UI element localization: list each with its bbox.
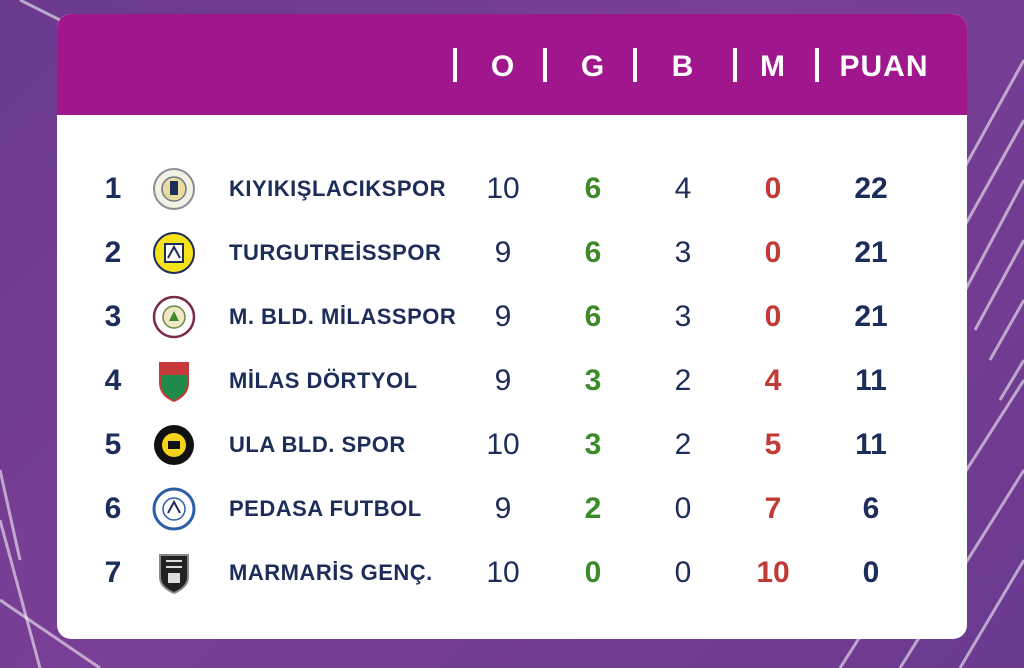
header-col-m: M — [760, 50, 786, 83]
standings-card: O G B M PUAN 1 KIYIKIŞLACIKSPOR 10 6 4 0… — [57, 14, 967, 639]
losses-value: 4 — [764, 364, 782, 397]
draws-value: 4 — [674, 172, 692, 205]
draws-value: 0 — [674, 556, 692, 589]
rank: 2 — [104, 236, 122, 269]
points-value: 6 — [862, 492, 880, 525]
header-separator — [633, 48, 637, 82]
header-col-b: B — [671, 50, 695, 83]
rank: 1 — [104, 172, 122, 205]
points-value: 21 — [854, 300, 888, 333]
losses-value: 7 — [764, 492, 782, 525]
played-value: 10 — [486, 556, 520, 589]
losses-value: 5 — [764, 428, 782, 461]
standings-row: 1 KIYIKIŞLACIKSPOR 10 6 4 0 22 — [57, 161, 967, 217]
header-col-o: O — [490, 50, 516, 83]
team-name: TURGUTREİSSPOR — [229, 240, 442, 265]
draws-value: 3 — [674, 236, 692, 269]
played-value: 10 — [486, 172, 520, 205]
standings-row: 5 ULA BLD. SPOR 10 3 2 5 11 — [57, 417, 967, 473]
points-value: 11 — [855, 364, 887, 397]
team-name: MİLAS DÖRTYOL — [229, 368, 418, 393]
milasspor-crest-icon — [152, 295, 196, 339]
rank: 7 — [104, 556, 122, 589]
played-value: 9 — [494, 492, 512, 525]
wins-value: 6 — [584, 236, 602, 269]
team-name: MARMARİS GENÇ. — [229, 560, 433, 585]
standings-row: 2 TURGUTREİSSPOR 9 6 3 0 21 — [57, 225, 967, 281]
wins-value: 3 — [584, 428, 602, 461]
team-name: ULA BLD. SPOR — [229, 432, 406, 457]
standings-row: 7 MARMARİS GENÇ. 10 0 0 10 0 — [57, 545, 967, 601]
header-separator — [543, 48, 547, 82]
team-name: M. BLD. MİLASSPOR — [229, 304, 457, 329]
header-col-g: G — [580, 50, 606, 83]
points-value: 0 — [862, 556, 880, 589]
header-separator — [453, 48, 457, 82]
marmaris-genc-shield-icon — [152, 551, 196, 595]
points-value: 21 — [854, 236, 888, 269]
standings-row: 3 M. BLD. MİLASSPOR 9 6 3 0 21 — [57, 289, 967, 345]
pedasa-spor-crest-icon — [152, 487, 196, 531]
milas-dortyol-shield-icon — [152, 359, 196, 403]
played-value: 10 — [486, 428, 520, 461]
points-value: 22 — [854, 172, 888, 205]
rank: 5 — [104, 428, 122, 461]
draws-value: 0 — [674, 492, 692, 525]
losses-value: 10 — [756, 556, 790, 589]
standings-row: 4 MİLAS DÖRTYOL 9 3 2 4 11 — [57, 353, 967, 409]
losses-value: 0 — [764, 300, 782, 333]
ula-bld-spor-crest-icon — [152, 423, 196, 467]
rank: 3 — [104, 300, 122, 333]
wins-value: 6 — [584, 172, 602, 205]
losses-value: 0 — [764, 236, 782, 269]
header-separator — [815, 48, 819, 82]
played-value: 9 — [494, 300, 512, 333]
played-value: 9 — [494, 364, 512, 397]
points-value: 11 — [855, 428, 887, 461]
standings-header: O G B M PUAN — [57, 14, 967, 115]
rank: 4 — [104, 364, 122, 397]
wins-value: 2 — [584, 492, 602, 525]
header-col-puan: PUAN — [839, 50, 929, 83]
losses-value: 0 — [764, 172, 782, 205]
wins-value: 0 — [584, 556, 602, 589]
turgutreisspor-crest-icon — [152, 231, 196, 275]
rank: 6 — [104, 492, 122, 525]
wins-value: 6 — [584, 300, 602, 333]
draws-value: 3 — [674, 300, 692, 333]
wins-value: 3 — [584, 364, 602, 397]
standings-row: 6 PEDASA FUTBOL 9 2 0 7 6 — [57, 481, 967, 537]
team-name: KIYIKIŞLACIKSPOR — [229, 176, 447, 201]
kiyikislacikspor-crest-icon — [152, 167, 196, 211]
team-name: PEDASA FUTBOL — [229, 496, 422, 521]
draws-value: 2 — [674, 428, 692, 461]
header-separator — [733, 48, 737, 82]
played-value: 9 — [494, 236, 512, 269]
draws-value: 2 — [674, 364, 692, 397]
